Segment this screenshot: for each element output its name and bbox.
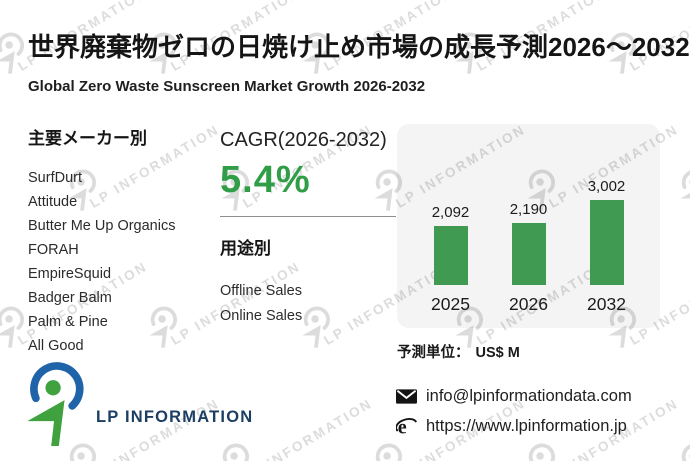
market-bar-chart: 2,092 2025 2,190 2026 3,002 2032: [397, 124, 660, 328]
bar-value-label: 2,092: [431, 204, 470, 221]
bar-year-label: 2025: [431, 294, 470, 314]
manufacturer-item: Butter Me Up Organics: [28, 218, 176, 234]
bar-group: 2,190 2026: [491, 201, 566, 314]
forecast-unit-label: 予測単位：: [397, 345, 470, 361]
manufacturer-item: Attitude: [28, 194, 78, 210]
manufacturers-heading: 主要メーカー別: [28, 129, 147, 148]
bar-value-label: 2,190: [509, 201, 548, 218]
section-divider: [220, 216, 396, 217]
bar-year-label: 2032: [587, 294, 626, 314]
logo-text: LP INFORMATION: [96, 408, 254, 426]
page-subtitle: Global Zero Waste Sunscreen Market Growt…: [28, 78, 426, 95]
manufacturer-item: FORAH: [28, 242, 79, 258]
forecast-unit-value: US$ M: [475, 345, 520, 361]
manufacturer-item: Badger Balm: [28, 290, 112, 306]
application-item: Online Sales: [220, 308, 303, 324]
bar-group: 2,092 2025: [413, 204, 488, 314]
lp-information-logo-mark-icon: [27, 362, 84, 446]
manufacturer-item: SurfDurt: [28, 170, 82, 186]
bar-year-label: 2026: [509, 294, 548, 314]
bar: [511, 223, 546, 285]
bar-group: 3,002 2032: [569, 178, 644, 314]
applications-heading: 用途別: [220, 239, 271, 258]
manufacturer-item: EmpireSquid: [28, 266, 112, 282]
manufacturers-section: 主要メーカー別 SurfDurt Attitude Butter Me Up Org…: [28, 124, 175, 358]
contact-block: info@lpinformationdata.com e https://www…: [396, 381, 632, 441]
svg-text:e: e: [398, 416, 407, 437]
cagr-section: CAGR(2026-2032) 5.4% 用途別 Offline Sales On…: [220, 129, 396, 329]
page-title: 世界廃棄物ゼロの日焼け止め市場の成長予測2026～2032: [28, 32, 690, 62]
manufacturer-item: All Good: [28, 338, 84, 354]
manufacturer-item: Palm & Pine: [28, 314, 108, 330]
website-row: e https://www.lpinformation.jp: [396, 411, 632, 441]
bar: [433, 226, 468, 285]
browser-e-icon: e: [396, 416, 417, 437]
manufacturer-list: SurfDurt Attitude Butter Me Up Organics FOR…: [28, 166, 175, 358]
application-item: Offline Sales: [220, 283, 302, 299]
forecast-unit-note: 予測単位： US$ M: [397, 341, 520, 362]
bar-value-label: 3,002: [587, 178, 626, 195]
cagr-label: CAGR(2026-2032): [220, 129, 387, 151]
application-list: Offline Sales Online Sales: [220, 279, 396, 329]
bar: [589, 200, 624, 285]
email-row: info@lpinformationdata.com: [396, 381, 632, 411]
email-link[interactable]: info@lpinformationdata.com: [426, 386, 632, 405]
envelope-icon: [396, 388, 417, 404]
cagr-value: 5.4%: [220, 159, 311, 201]
bar-chart-plot-area: 2,092 2025 2,190 2026 3,002 2032: [413, 178, 644, 314]
website-link[interactable]: https://www.lpinformation.jp: [426, 416, 627, 435]
